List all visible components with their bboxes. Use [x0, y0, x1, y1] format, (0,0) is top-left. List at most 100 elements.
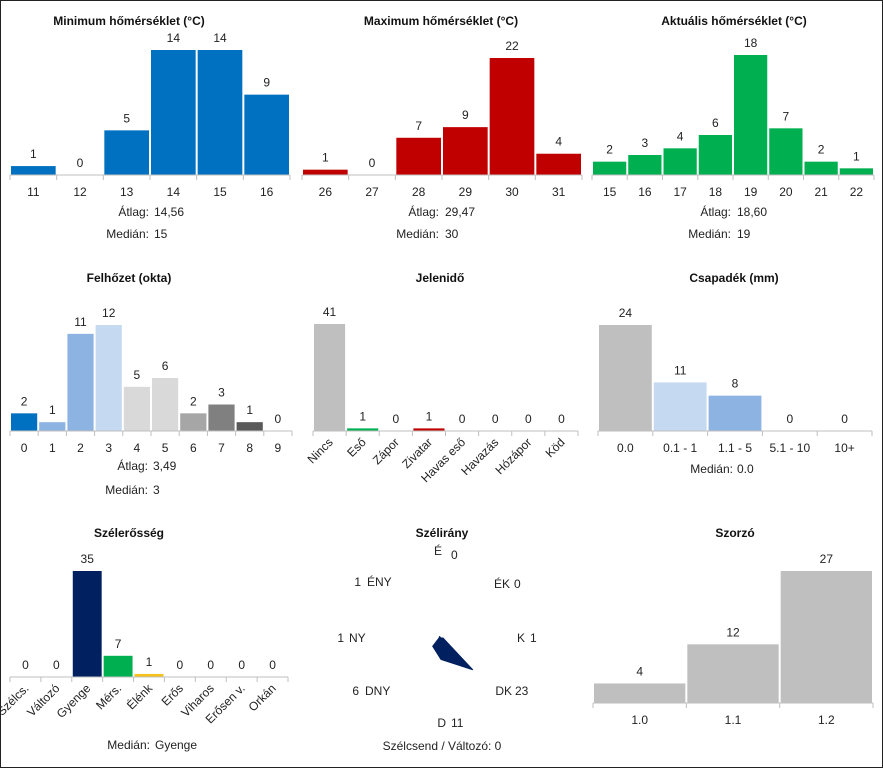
stat-value: 15	[154, 227, 168, 241]
tick-label: 16	[260, 185, 274, 199]
stat-value: Gyenge	[155, 738, 197, 752]
chart-title: Maximum hőmérséklet (°C)	[364, 14, 518, 28]
data-label: 8	[732, 377, 739, 391]
data-label: 0	[492, 412, 499, 426]
bar-14	[151, 50, 196, 175]
tick-label: 30	[505, 185, 519, 199]
chart-1: Minimum hőmérséklet (°C) 1 0 5 14 14 9 11 12 13 14…	[9, 14, 291, 241]
bar-6	[180, 413, 207, 431]
bar-16	[244, 94, 289, 175]
tick-label: 3	[105, 441, 112, 455]
tick-label: 12	[73, 185, 87, 199]
bar-0-1-1	[653, 382, 707, 431]
tick-label: Eső	[344, 435, 369, 460]
bar-22	[839, 168, 873, 175]
direction-label: ÉK	[494, 576, 510, 591]
data-label: 0	[207, 658, 214, 672]
data-label: 0	[269, 658, 276, 672]
data-label: 0	[841, 412, 848, 426]
chart-title: Szélirány	[416, 526, 469, 540]
direction-label: K	[517, 631, 525, 645]
bar-17	[663, 148, 697, 175]
chart-title: Szorzó	[715, 526, 754, 540]
bar-18	[698, 135, 732, 175]
tick-label: 27	[365, 185, 379, 199]
stat-label: Medián:	[690, 462, 733, 476]
stat-label: Átlag:	[117, 458, 148, 473]
data-label: 27	[820, 552, 834, 566]
tick-label: 20	[779, 185, 793, 199]
data-label: 14	[167, 31, 181, 45]
tick-label: 5.1 - 10	[769, 441, 810, 455]
bar-29	[443, 127, 488, 175]
data-label: 0	[77, 156, 84, 170]
data-label: 1	[146, 655, 153, 669]
tick-label: 29	[459, 185, 473, 199]
data-label: 24	[619, 306, 633, 320]
bar-21	[804, 161, 838, 175]
bar-gyenge	[72, 571, 102, 677]
data-label: 1	[426, 409, 433, 423]
bar-m-rs	[103, 655, 133, 677]
tick-label: 9	[275, 441, 282, 455]
tick-label: 10+	[834, 441, 854, 455]
bar-0-0	[599, 325, 652, 431]
bar-5	[152, 378, 179, 431]
data-label: 1	[246, 403, 253, 417]
chart-title: Felhőzet (okta)	[87, 271, 172, 285]
bar-1	[39, 422, 66, 431]
direction-value: 6	[352, 684, 359, 698]
bar-l-nk	[134, 673, 164, 677]
tick-label: 1.1	[725, 713, 742, 727]
tick-label: Zápor	[370, 435, 402, 467]
tick-label: 6	[190, 441, 197, 455]
chart-9: Szorzó 4 12 27 1.0 1.1 1.2	[592, 526, 874, 727]
bar-4	[123, 386, 150, 431]
tick-label: 7	[218, 441, 225, 455]
data-label: 0	[558, 412, 565, 426]
stat-value: 29,47	[445, 205, 475, 219]
data-label: 18	[744, 36, 758, 50]
bar-1-1	[687, 644, 779, 703]
bar-30	[489, 58, 535, 175]
stat-value: 3,49	[153, 459, 177, 473]
stat-label: Átlag:	[700, 204, 731, 219]
data-label: 0	[238, 658, 245, 672]
data-label: 0	[786, 412, 793, 426]
tick-label: 28	[412, 185, 426, 199]
data-label: 1	[30, 147, 37, 161]
tick-label: 22	[850, 185, 864, 199]
tick-label: 2	[77, 441, 84, 455]
chart-6: Csapadék (mm) 24 11 8 0 0 0.0 0.1 - 1 1.1 - 5 5.1…	[597, 271, 873, 476]
data-label: 2	[190, 394, 197, 408]
direction-label: É	[434, 543, 442, 558]
data-label: 6	[162, 359, 169, 373]
bar-28	[396, 137, 441, 175]
direction-value: 1	[337, 631, 344, 645]
data-label: 7	[783, 109, 790, 123]
direction-label: ÉNY	[367, 574, 392, 589]
tick-label: 1.2	[818, 713, 835, 727]
bar-nincs	[314, 324, 346, 431]
tick-label: Erős	[159, 681, 186, 708]
tick-label: 19	[744, 185, 758, 199]
data-label: 0	[459, 412, 466, 426]
data-label: 22	[505, 39, 519, 53]
data-label: 1	[322, 151, 329, 165]
stat-value: 0.0	[737, 462, 754, 476]
tick-label: 14	[167, 185, 181, 199]
data-label: 9	[263, 76, 270, 90]
chart-title: Minimum hőmérséklet (°C)	[53, 14, 205, 28]
direction-value: 0	[451, 548, 458, 562]
bar-31	[536, 153, 581, 175]
tick-label: 0.0	[617, 441, 634, 455]
direction-value: 23	[515, 684, 529, 698]
tick-label: 5	[162, 441, 169, 455]
bar-13	[104, 130, 149, 175]
data-label: 7	[415, 119, 422, 133]
